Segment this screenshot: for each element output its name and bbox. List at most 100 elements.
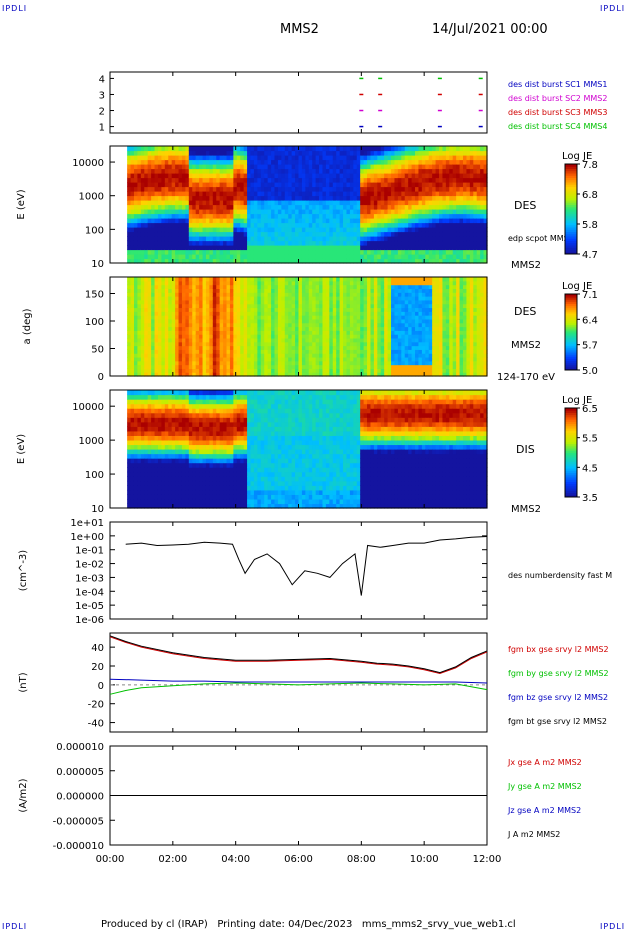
heatmap-cell [223, 254, 228, 260]
heatmap-cell [363, 277, 368, 282]
heatmap-cell [226, 222, 231, 228]
heatmap-cell [192, 284, 197, 290]
heatmap-cell [209, 311, 214, 316]
heatmap-cell [281, 284, 286, 290]
heatmap-cell [449, 182, 454, 188]
heatmap-cell [164, 186, 169, 192]
heatmap-cell [144, 288, 149, 293]
heatmap-cell [295, 292, 300, 297]
heatmap-cell [435, 191, 440, 197]
heatmap-cell [329, 213, 334, 219]
heatmap-cell [161, 322, 166, 328]
heatmap-cell [301, 204, 306, 210]
heatmap-cell [415, 204, 420, 210]
heatmap-cell [346, 356, 351, 362]
heatmap-cell [240, 284, 245, 290]
heatmap-cell [168, 360, 173, 366]
heatmap-cell [360, 284, 365, 290]
heatmap-cell [305, 318, 310, 324]
des-energy-colorbar-frame [564, 163, 578, 255]
heatmap-cell [185, 245, 190, 251]
heatmap-cell [329, 218, 334, 224]
heatmap-cell [226, 164, 231, 170]
heatmap-cell [387, 231, 392, 237]
heatmap-cell [435, 177, 440, 183]
heatmap-cell [236, 209, 241, 215]
heatmap-cell [233, 204, 238, 210]
heatmap-cell [240, 240, 245, 246]
page-title: MMS2 [280, 22, 319, 37]
heatmap-cell [161, 337, 166, 343]
heatmap-cell [199, 195, 204, 201]
heatmap-cell [277, 146, 282, 152]
heatmap-cell [236, 240, 241, 246]
heatmap-cell [370, 288, 375, 293]
heatmap-cell [236, 146, 241, 152]
heatmap-cell [384, 173, 389, 179]
heatmap-cell [271, 204, 276, 210]
heatmap-cell [137, 353, 142, 358]
heatmap-cell [353, 322, 358, 328]
heatmap-cell [339, 284, 344, 290]
heatmap-cell [421, 164, 426, 170]
heatmap-cell [445, 159, 450, 165]
heatmap-cell [452, 191, 457, 197]
heatmap-cell [250, 240, 255, 246]
heatmap-cell [363, 292, 368, 297]
heatmap-cell [480, 155, 485, 161]
heatmap-cell [349, 303, 354, 309]
heatmap-cell [144, 341, 149, 347]
heatmap-cell [305, 330, 310, 335]
heatmap-cell [387, 303, 392, 309]
heatmap-cell [175, 213, 180, 219]
heatmap-cell [339, 258, 344, 264]
heatmap-cell [404, 155, 409, 161]
heatmap-cell [325, 186, 330, 192]
heatmap-cell [233, 337, 238, 343]
heatmap-cell [212, 240, 217, 246]
heatmap-cell [175, 322, 180, 328]
heatmap-cell [288, 353, 293, 358]
heatmap-cell [260, 258, 265, 264]
heatmap-cell [288, 240, 293, 246]
heatmap-cell [394, 213, 399, 219]
heatmap-cell [370, 213, 375, 219]
heatmap-cell [435, 236, 440, 242]
heatmap-cell [151, 349, 156, 354]
heatmap-cell [157, 146, 163, 152]
heatmap-cell [370, 372, 375, 377]
heatmap-cell [243, 360, 248, 366]
heatmap-cell [127, 159, 132, 165]
heatmap-cell [202, 326, 207, 331]
heatmap-cell [277, 349, 282, 354]
heatmap-cell [140, 168, 145, 174]
heatmap-cell [356, 245, 361, 251]
heatmap-cell [363, 200, 368, 206]
heatmap-cell [171, 353, 176, 358]
heatmap-cell [281, 296, 286, 301]
heatmap-cell [216, 360, 221, 366]
heatmap-cell [346, 322, 351, 328]
heatmap-cell [308, 315, 313, 320]
heatmap-cell [363, 236, 368, 242]
heatmap-cell [274, 296, 279, 301]
heatmap-cell [387, 288, 392, 293]
heatmap-cell [195, 284, 200, 290]
heatmap-cell [315, 303, 320, 309]
heatmap-cell [219, 245, 224, 251]
heatmap-cell [154, 227, 159, 233]
heatmap-cell [154, 368, 159, 373]
heatmap-cell [295, 258, 300, 264]
heatmap-cell [164, 356, 169, 362]
heatmap-cell [267, 311, 272, 316]
heatmap-cell [151, 356, 156, 362]
heatmap-cell [343, 296, 348, 301]
heatmap-cell [133, 155, 139, 161]
heatmap-cell [349, 168, 354, 174]
heatmap-cell [452, 146, 457, 152]
heatmap-cell [175, 168, 180, 174]
heatmap-cell [236, 318, 241, 324]
heatmap-cell [387, 200, 392, 206]
heatmap-cell [130, 209, 135, 215]
heatmap-cell [336, 245, 341, 251]
